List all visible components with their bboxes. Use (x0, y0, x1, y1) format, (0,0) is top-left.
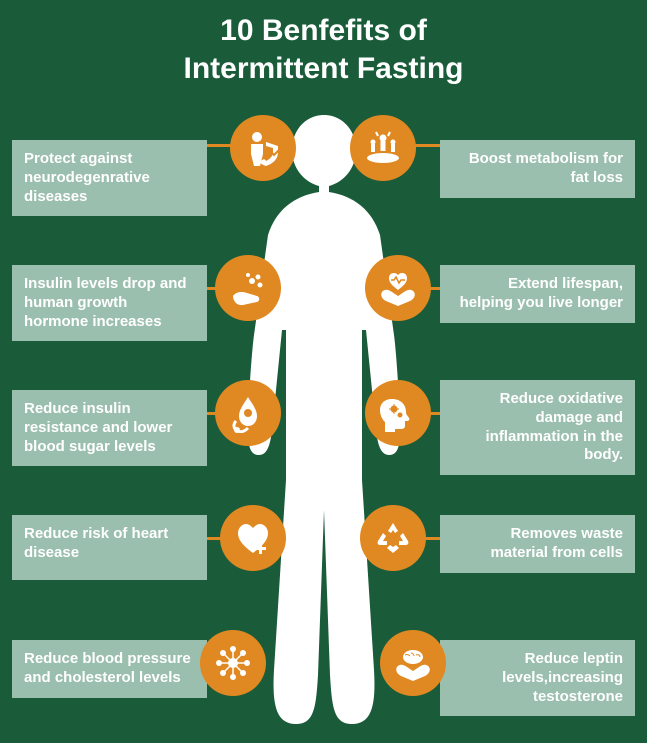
benefit-text: Protect against neurodegenrative disease… (24, 150, 150, 205)
benefit-box-oxidative: Reduce oxidative damage and inflammation… (440, 380, 635, 475)
benefit-text: Reduce blood pressure and cholesterol le… (24, 650, 191, 686)
shield-person-icon (230, 115, 296, 181)
molecule-icon (200, 630, 266, 696)
infographic-title: 10 Benfefits of Intermittent Fasting (0, 0, 647, 95)
brain-gears-icon (365, 380, 431, 446)
benefit-box-insulin-hgh: Insulin levels drop and human growth hor… (12, 265, 207, 341)
benefit-box-waste: Removes waste material from cells (440, 515, 635, 573)
benefit-box-leptin: Reduce leptin levels,increasing testoste… (440, 640, 635, 716)
benefit-text: Boost metabolism for fat loss (469, 150, 623, 186)
heart-plus-icon (220, 505, 286, 571)
benefit-text: Removes waste material from cells (490, 525, 623, 561)
benefit-box-insulin-resistance: Reduce insulin resistance and lower bloo… (12, 390, 207, 466)
benefit-box-lifespan: Extend lifespan, helping you live longer (440, 265, 635, 323)
benefit-box-blood-pressure: Reduce blood pressure and cholesterol le… (12, 640, 207, 698)
hands-heart-icon (365, 255, 431, 321)
infographic-body: Protect against neurodegenrative disease… (0, 95, 647, 735)
benefit-text: Reduce leptin levels,increasing testoste… (502, 650, 623, 705)
benefit-text: Reduce risk of heart disease (24, 525, 168, 561)
blood-drop-icon (215, 380, 281, 446)
benefit-box-heart-disease: Reduce risk of heart disease (12, 515, 207, 580)
hand-pills-icon (215, 255, 281, 321)
benefit-text: Reduce oxidative damage and inflammation… (485, 390, 623, 463)
recycle-icon (360, 505, 426, 571)
benefit-text: Extend lifespan, helping you live longer (460, 275, 623, 311)
hands-brain-icon (380, 630, 446, 696)
people-group-icon (350, 115, 416, 181)
title-line-2: Intermittent Fasting (0, 50, 647, 88)
benefit-text: Reduce insulin resistance and lower bloo… (24, 400, 172, 455)
title-line-1: 10 Benfefits of (0, 12, 647, 50)
benefit-box-neuroprotect: Protect against neurodegenrative disease… (12, 140, 207, 216)
benefit-text: Insulin levels drop and human growth hor… (24, 275, 187, 330)
benefit-box-metabolism: Boost metabolism for fat loss (440, 140, 635, 198)
